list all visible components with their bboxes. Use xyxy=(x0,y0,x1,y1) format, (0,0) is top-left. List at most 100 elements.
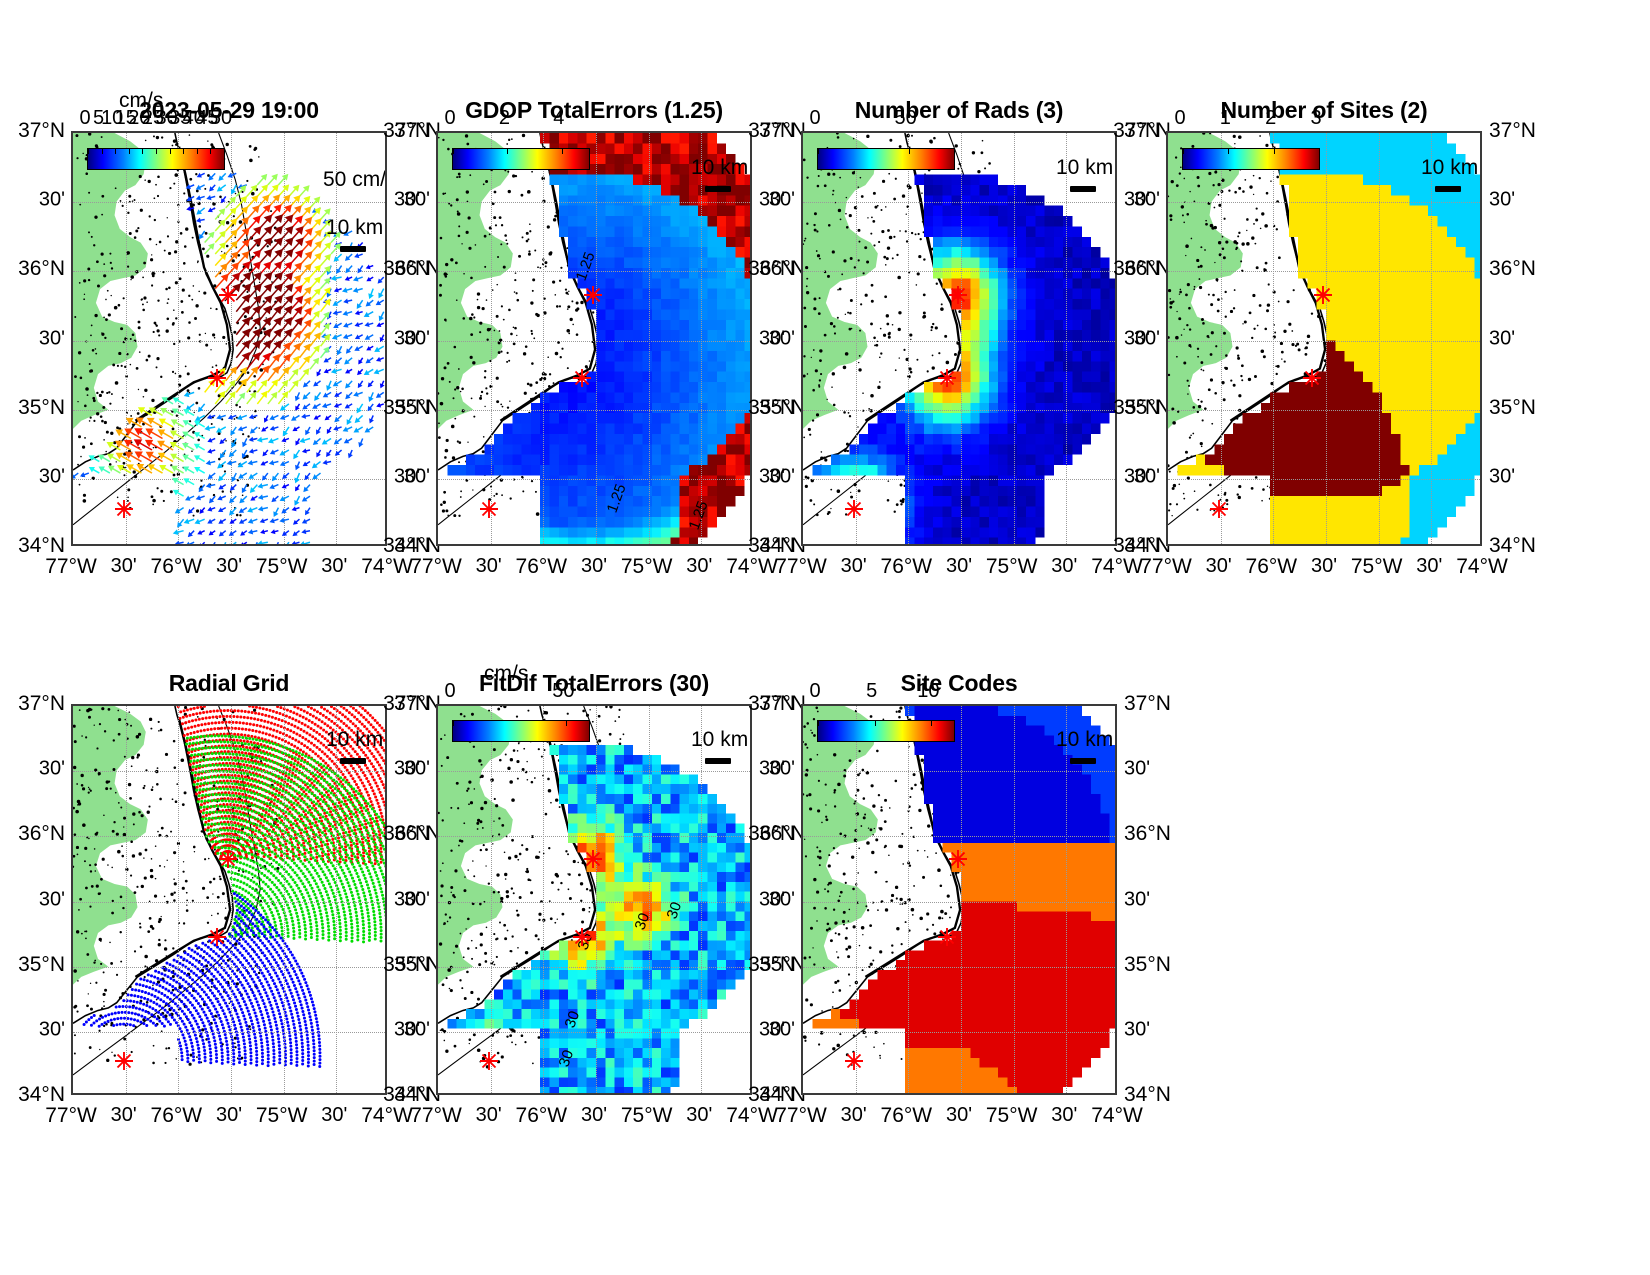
scalebar-bar xyxy=(1070,758,1096,764)
lat-tick-right-number-of-sites-5: 30' xyxy=(1489,465,1515,488)
lon-tick-fitdif-totalerrors-4: 75°W xyxy=(621,1104,673,1128)
lon-tick-number-of-rads-2: 76°W xyxy=(881,555,933,579)
unit-label-totals-vectors: cm/s xyxy=(119,89,163,113)
lon-tick-number-of-sites-3: 30' xyxy=(1311,555,1337,578)
unit-label-fitdif-totalerrors: cm/s xyxy=(484,662,528,686)
lat-tick-left-radial-grid-0: 37°N xyxy=(0,692,65,716)
lon-tick-totals-vectors-4: 75°W xyxy=(256,555,308,579)
lat-tick-left-radial-grid-1: 30' xyxy=(0,758,65,781)
lat-tick-right-site-codes-0: 37°N xyxy=(1124,692,1171,716)
lon-tick-gdop-totalerrors-0: 77°W xyxy=(410,555,462,579)
lon-tick-gdop-totalerrors-4: 75°W xyxy=(621,555,673,579)
lat-tick-left-site-codes-1: 30' xyxy=(705,758,795,781)
lat-tick-left-fitdif-totalerrors-1: 30' xyxy=(340,758,430,781)
lon-tick-site-codes-6: 74°W xyxy=(1091,1104,1143,1128)
lon-tick-number-of-rads-0: 77°W xyxy=(775,555,827,579)
raster-number-of-sites xyxy=(1168,133,1482,546)
lon-tick-number-of-rads-1: 30' xyxy=(841,555,867,578)
lat-tick-right-number-of-sites-1: 30' xyxy=(1489,189,1515,212)
lon-tick-fitdif-totalerrors-3: 30' xyxy=(581,1104,607,1127)
lon-tick-radial-grid-5: 30' xyxy=(321,1104,347,1127)
lon-tick-radial-grid-6: 74°W xyxy=(361,1104,413,1128)
lon-tick-totals-vectors-1: 30' xyxy=(111,555,137,578)
lon-tick-totals-vectors-2: 76°W xyxy=(151,555,203,579)
lat-tick-left-number-of-sites-1: 30' xyxy=(1070,189,1160,212)
lon-tick-number-of-sites-4: 75°W xyxy=(1351,555,1403,579)
lon-tick-site-codes-1: 30' xyxy=(841,1104,867,1127)
lat-tick-left-gdop-totalerrors-3: 30' xyxy=(340,327,430,350)
scalebar-label: 10 km xyxy=(1056,728,1113,752)
scalebar-bar xyxy=(340,246,366,252)
scalebar-label: 10 km xyxy=(691,156,748,180)
lon-tick-site-codes-3: 30' xyxy=(946,1104,972,1127)
lon-tick-number-of-sites-5: 30' xyxy=(1416,555,1442,578)
panel-title-site-codes: Site Codes xyxy=(801,670,1117,697)
lat-tick-left-totals-vectors-3: 30' xyxy=(0,327,65,350)
lon-tick-totals-vectors-6: 74°W xyxy=(361,555,413,579)
lon-tick-site-codes-2: 76°W xyxy=(881,1104,933,1128)
lat-tick-right-site-codes-2: 36°N xyxy=(1124,822,1171,846)
lat-tick-left-fitdif-totalerrors-0: 37°N xyxy=(340,692,430,716)
lat-tick-left-site-codes-5: 30' xyxy=(705,1018,795,1041)
lat-tick-left-fitdif-totalerrors-5: 30' xyxy=(340,1018,430,1041)
lon-tick-gdop-totalerrors-3: 30' xyxy=(581,555,607,578)
lat-tick-left-totals-vectors-4: 35°N xyxy=(0,396,65,420)
lat-tick-left-totals-vectors-0: 37°N xyxy=(0,119,65,143)
colorbar-totals-vectors xyxy=(87,148,225,170)
lat-tick-left-totals-vectors-2: 36°N xyxy=(0,257,65,281)
lat-tick-left-site-codes-2: 36°N xyxy=(705,822,795,846)
lon-tick-radial-grid-4: 75°W xyxy=(256,1104,308,1128)
lon-tick-radial-grid-2: 76°W xyxy=(151,1104,203,1128)
lat-tick-right-site-codes-1: 30' xyxy=(1124,758,1150,781)
lat-tick-left-fitdif-totalerrors-2: 36°N xyxy=(340,822,430,846)
lon-tick-site-codes-0: 77°W xyxy=(775,1104,827,1128)
lon-tick-fitdif-totalerrors-2: 76°W xyxy=(516,1104,568,1128)
lat-tick-left-number-of-sites-3: 30' xyxy=(1070,327,1160,350)
lat-tick-left-radial-grid-4: 35°N xyxy=(0,953,65,977)
colorbar-fitdif-totalerrors xyxy=(452,720,590,742)
lon-tick-number-of-sites-2: 76°W xyxy=(1246,555,1298,579)
lon-tick-totals-vectors-5: 30' xyxy=(321,555,347,578)
lat-tick-left-gdop-totalerrors-4: 35°N xyxy=(340,396,430,420)
scalebar-label: 10 km xyxy=(691,728,748,752)
lon-tick-number-of-sites-0: 77°W xyxy=(1140,555,1192,579)
lon-tick-fitdif-totalerrors-5: 30' xyxy=(686,1104,712,1127)
lon-tick-gdop-totalerrors-1: 30' xyxy=(476,555,502,578)
colorbar-site-codes xyxy=(817,720,955,742)
lat-tick-left-number-of-sites-0: 37°N xyxy=(1070,119,1160,143)
lat-tick-left-totals-vectors-1: 30' xyxy=(0,189,65,212)
lat-tick-left-site-codes-4: 35°N xyxy=(705,953,795,977)
lat-tick-left-fitdif-totalerrors-3: 30' xyxy=(340,888,430,911)
scalebar-label: 10 km xyxy=(1421,156,1478,180)
lon-tick-number-of-rads-3: 30' xyxy=(946,555,972,578)
lat-tick-left-radial-grid-5: 30' xyxy=(0,1018,65,1041)
lat-tick-left-gdop-totalerrors-0: 37°N xyxy=(340,119,430,143)
lon-tick-totals-vectors-3: 30' xyxy=(216,555,242,578)
lon-tick-number-of-rads-4: 75°W xyxy=(986,555,1038,579)
colorbar-number-of-sites xyxy=(1182,148,1320,170)
lon-tick-gdop-totalerrors-2: 76°W xyxy=(516,555,568,579)
scalebar-label: 10 km xyxy=(326,728,383,752)
panel-title-number-of-sites: Number of Sites (2) xyxy=(1166,97,1482,124)
figure-canvas: 0 5 10 15 20 25 30 35 40 45 50 2023-05-29 19:00 cm/s… xyxy=(0,0,1650,1275)
lat-tick-left-number-of-sites-5: 30' xyxy=(1070,465,1160,488)
lon-tick-gdop-totalerrors-6: 74°W xyxy=(726,555,778,579)
colorbar-number-of-rads xyxy=(817,148,955,170)
lon-tick-number-of-rads-5: 30' xyxy=(1051,555,1077,578)
lon-tick-fitdif-totalerrors-0: 77°W xyxy=(410,1104,462,1128)
lat-tick-left-number-of-rads-5: 30' xyxy=(705,465,795,488)
lat-tick-right-site-codes-5: 30' xyxy=(1124,1018,1150,1041)
lat-tick-left-site-codes-0: 37°N xyxy=(705,692,795,716)
lat-tick-left-number-of-sites-4: 35°N xyxy=(1070,396,1160,420)
lat-tick-right-number-of-sites-0: 37°N xyxy=(1489,119,1536,143)
lat-tick-left-fitdif-totalerrors-4: 35°N xyxy=(340,953,430,977)
lat-tick-left-number-of-sites-2: 36°N xyxy=(1070,257,1160,281)
lon-tick-radial-grid-3: 30' xyxy=(216,1104,242,1127)
panel-number-of-sites: Number of Sites (2) 10 km xyxy=(1166,131,1482,546)
lat-tick-left-gdop-totalerrors-1: 30' xyxy=(340,189,430,212)
lat-tick-left-number-of-rads-1: 30' xyxy=(705,189,795,212)
panel-site-codes: Site Codes 10 km xyxy=(801,704,1117,1095)
lon-tick-number-of-sites-6: 74°W xyxy=(1456,555,1508,579)
lon-tick-number-of-sites-1: 30' xyxy=(1206,555,1232,578)
lat-tick-left-radial-grid-3: 30' xyxy=(0,888,65,911)
